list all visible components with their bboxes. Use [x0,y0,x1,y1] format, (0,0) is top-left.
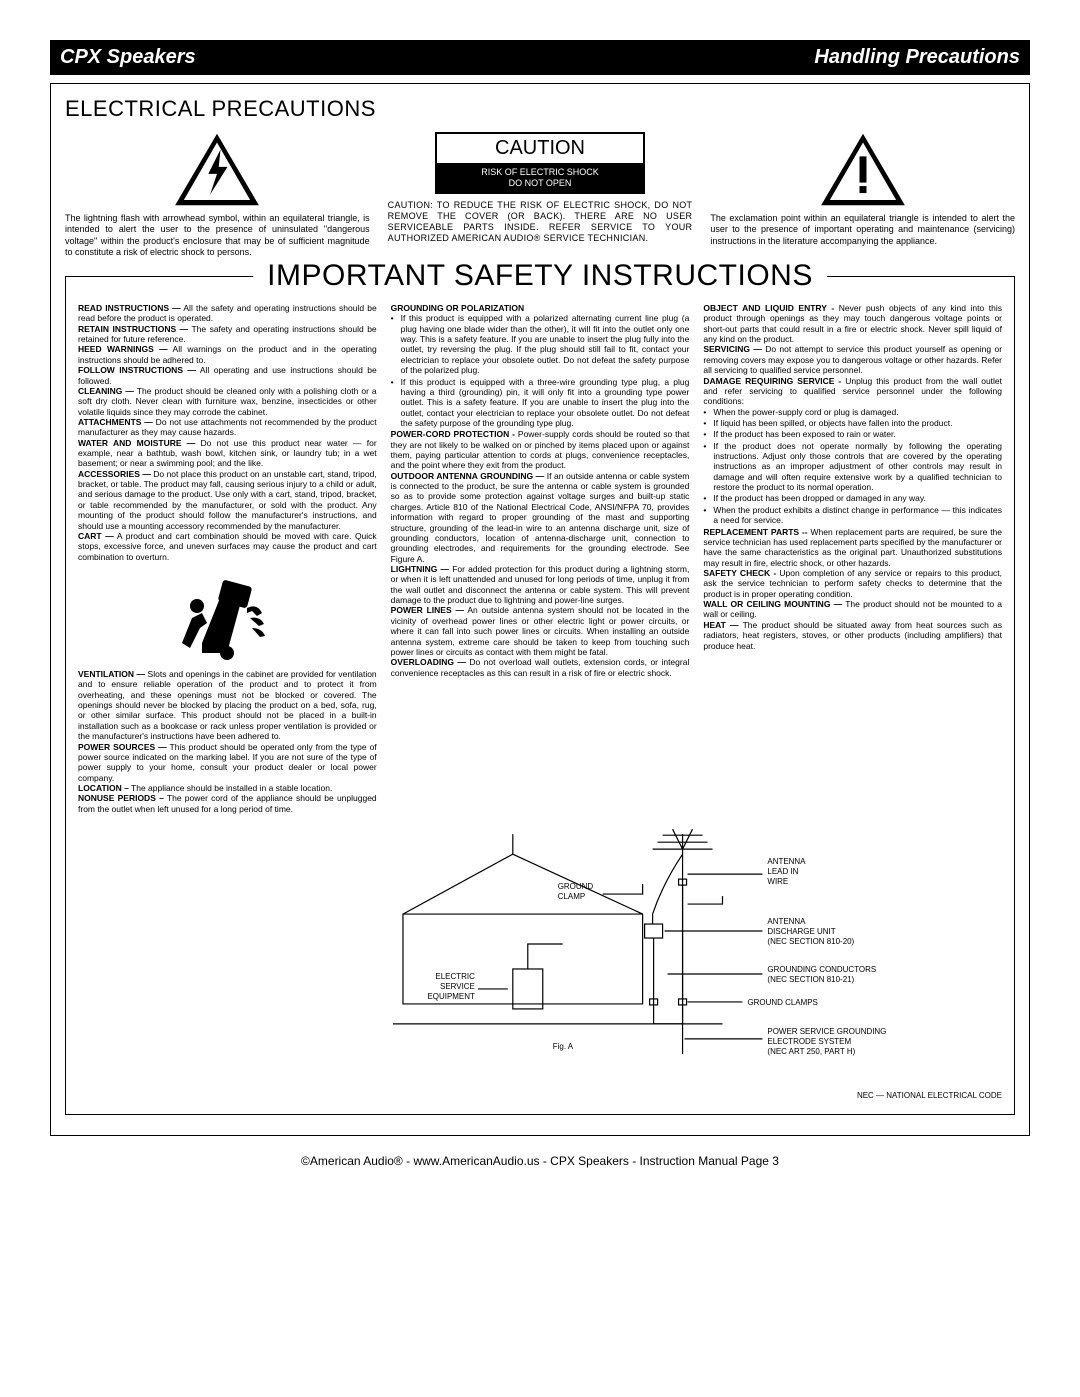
main-frame: ELECTRICAL PRECAUTIONS The lightning fla… [50,83,1030,1136]
caution-sub: RISK OF ELECTRIC SHOCKDO NOT OPEN [437,164,643,192]
fig-l6: GROUND CLAMPS [747,998,817,1007]
header-bar: CPX Speakers Handling Precautions [50,40,1030,75]
safety-title: IMPORTANT SAFETY INSTRUCTIONS [253,259,827,293]
elec-title: ELECTRICAL PRECAUTIONS [65,96,1015,122]
cart-tip-icon [172,568,282,663]
col-3: OBJECT AND LIQUID ENTRY - Never push obj… [703,303,1002,814]
prec-left-text: The lightning flash with arrowhead symbo… [65,213,370,258]
lightning-triangle-icon [172,132,262,207]
grounding-diagram-icon: ANTENNALEAD INWIRE GROUNDCLAMP ANTENNADI… [383,824,1002,1084]
fig-caption: Fig. A [553,1042,574,1051]
fig-l3: ANTENNADISCHARGE UNIT(NEC SECTION 810-20… [767,917,854,946]
fig-l4: ELECTRICSERVICEEQUIPMENT [427,972,475,1001]
figure-a: ANTENNALEAD INWIRE GROUNDCLAMP ANTENNADI… [383,824,1002,1100]
col-2: GROUNDING OR POLARIZATION •If this produ… [391,303,690,814]
fig-l1: ANTENNALEAD INWIRE [767,857,806,886]
exclamation-triangle-icon [818,132,908,207]
safety-columns: READ INSTRUCTIONS — All the safety and o… [78,303,1002,814]
prec-mid: CAUTION RISK OF ELECTRIC SHOCKDO NOT OPE… [388,132,693,245]
caution-word: CAUTION [437,134,643,164]
prec-right: The exclamation point within an equilate… [710,132,1015,247]
prec-left: The lightning flash with arrowhead symbo… [65,132,370,258]
col-1: READ INSTRUCTIONS — All the safety and o… [78,303,377,814]
precaution-row: The lightning flash with arrowhead symbo… [65,132,1015,258]
header-right: Handling Precautions [814,46,1020,69]
safety-box: IMPORTANT SAFETY INSTRUCTIONS READ INSTR… [65,276,1015,1115]
fig-l5: GROUNDING CONDUCTORS(NEC SECTION 810-21) [767,965,876,984]
nec-note: NEC — NATIONAL ELECTRICAL CODE [383,1091,1002,1101]
footer: ©American Audio® - www.AmericanAudio.us … [50,1154,1030,1168]
caution-box: CAUTION RISK OF ELECTRIC SHOCKDO NOT OPE… [435,132,645,194]
fig-l2: GROUNDCLAMP [558,882,594,901]
prec-right-text: The exclamation point within an equilate… [710,213,1015,247]
prec-mid-text: CAUTION: TO REDUCE THE RISK OF ELECTRIC … [388,200,693,245]
fig-l7: POWER SERVICE GROUNDINGELECTRODE SYSTEM(… [767,1027,886,1056]
header-left: CPX Speakers [60,46,196,69]
